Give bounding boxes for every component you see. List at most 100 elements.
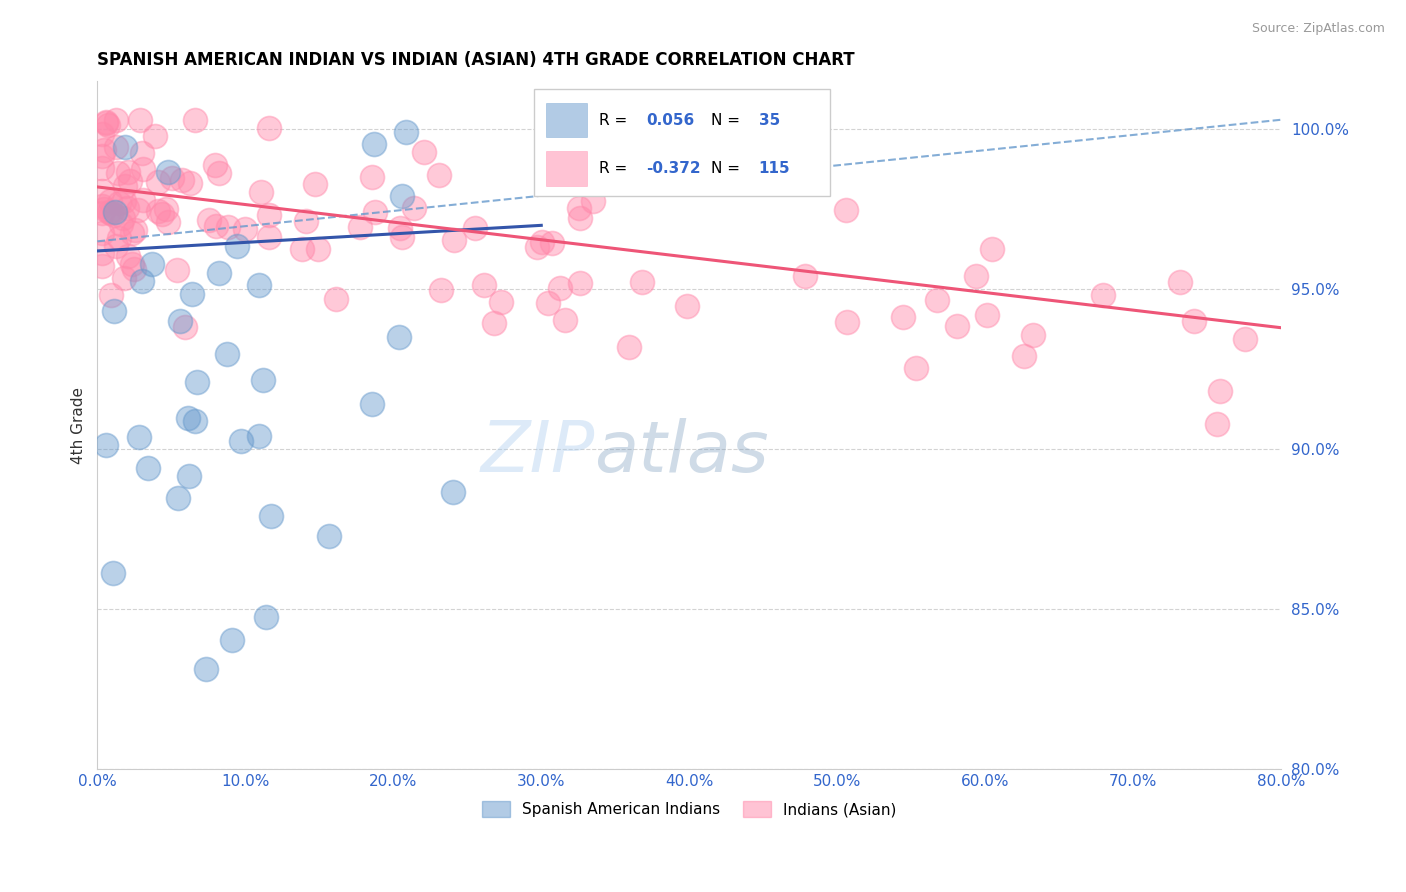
Point (364, 205, 387, 219)
Point (177, 469, 200, 483)
Text: R =: R = (599, 112, 633, 128)
Point (1234, 332, 1257, 346)
Point (166, 263, 188, 277)
Point (198, 213, 221, 227)
Point (413, 145, 436, 159)
Point (141, 257, 163, 271)
Point (104, 239, 127, 253)
Point (173, 320, 195, 334)
Point (531, 235, 554, 250)
Text: 0.056: 0.056 (647, 112, 695, 128)
Point (204, 158, 226, 172)
Point (965, 268, 987, 283)
Point (247, 277, 270, 292)
Point (295, 214, 318, 228)
Point (128, 430, 150, 444)
Point (361, 397, 384, 411)
Bar (546, 103, 588, 137)
Point (117, 249, 139, 263)
Point (107, 166, 129, 180)
Point (98, 205, 121, 219)
Point (131, 145, 153, 160)
Point (394, 125, 416, 139)
Point (441, 484, 464, 499)
Point (156, 214, 179, 228)
Point (100, 206, 122, 220)
Point (110, 217, 132, 231)
Point (124, 223, 146, 237)
Point (430, 283, 453, 297)
Point (229, 434, 252, 449)
Point (404, 201, 426, 215)
Point (472, 278, 495, 293)
Point (94, 438, 117, 452)
Point (582, 194, 605, 208)
Point (307, 242, 329, 256)
Point (835, 315, 858, 329)
Point (90, 246, 112, 260)
Point (464, 221, 486, 235)
Point (143, 129, 166, 144)
Point (981, 242, 1004, 256)
Point (148, 175, 170, 189)
Point (117, 165, 139, 179)
Point (291, 242, 314, 256)
Point (208, 166, 231, 180)
Point (619, 340, 641, 354)
Point (90, 206, 112, 220)
Point (150, 207, 173, 221)
Point (257, 120, 280, 135)
Point (1206, 417, 1229, 432)
Point (108, 231, 131, 245)
Point (112, 270, 135, 285)
Point (247, 428, 270, 442)
Point (252, 373, 274, 387)
Point (124, 261, 146, 276)
Point (111, 211, 134, 226)
Text: -0.372: -0.372 (647, 161, 702, 176)
Point (325, 292, 347, 306)
Text: atlas: atlas (595, 418, 769, 487)
Point (491, 294, 513, 309)
Point (927, 293, 949, 307)
Point (91, 199, 114, 213)
Point (103, 208, 125, 222)
Point (304, 177, 326, 191)
Point (136, 460, 159, 475)
Point (118, 174, 141, 188)
Point (146, 204, 169, 219)
Point (98, 194, 121, 209)
Point (484, 316, 506, 330)
Point (443, 233, 465, 247)
Text: N =: N = (711, 161, 745, 176)
Text: Source: ZipAtlas.com: Source: ZipAtlas.com (1251, 22, 1385, 36)
Point (249, 185, 271, 199)
Point (121, 226, 143, 240)
Point (132, 194, 155, 208)
Legend: Spanish American Indians, Indians (Asian): Spanish American Indians, Indians (Asian… (477, 796, 903, 823)
Point (208, 267, 231, 281)
Point (156, 165, 179, 179)
Point (184, 414, 207, 428)
Point (388, 330, 411, 344)
Point (121, 257, 143, 271)
Point (554, 312, 576, 326)
Point (1091, 288, 1114, 302)
Point (257, 208, 280, 222)
Point (257, 229, 280, 244)
Point (127, 202, 149, 217)
FancyBboxPatch shape (534, 89, 830, 196)
Text: ZIP: ZIP (481, 418, 595, 487)
Point (389, 221, 412, 235)
Point (793, 268, 815, 283)
Text: N =: N = (711, 112, 745, 128)
Point (1168, 275, 1191, 289)
Point (90, 161, 112, 175)
Y-axis label: 4th Grade: 4th Grade (72, 387, 86, 464)
Point (427, 168, 450, 182)
Point (169, 314, 191, 328)
Point (90, 127, 112, 141)
Point (170, 173, 193, 187)
Point (976, 309, 998, 323)
Point (363, 137, 385, 152)
